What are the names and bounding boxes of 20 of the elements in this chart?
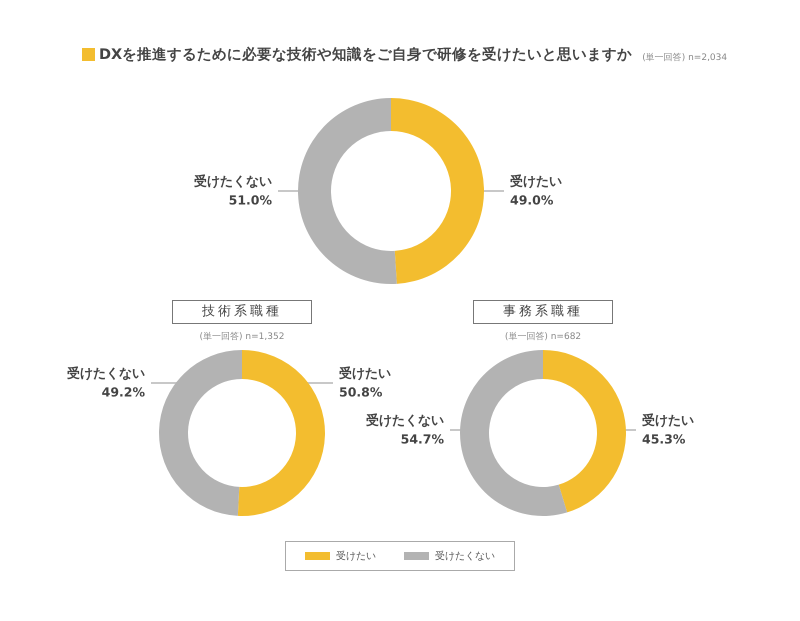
legend-label: 受けたくない — [435, 550, 495, 563]
chart-title: 技術系職種 — [172, 300, 312, 324]
data-label: 49.0% — [510, 192, 554, 208]
chart-title: DXを推進するために必要な技術や知識をご自身で研修を受けたいと思いますか — [99, 46, 632, 64]
slice-label: 受けたい — [509, 174, 562, 190]
data-label: 51.0% — [228, 192, 272, 208]
data-label: 45.3% — [642, 432, 686, 446]
chart-subtitle: (単一回答) n=682 — [504, 330, 582, 343]
slice-label: 受けたい — [641, 412, 694, 428]
slice-label: 受けたくない — [365, 412, 444, 428]
slice-label: 受けたい — [338, 366, 391, 382]
data-label: 50.8% — [339, 384, 383, 400]
slice-label: 受けたくない — [66, 366, 145, 382]
text: (単一回答) n=2,034 — [642, 52, 728, 64]
legend-label: 受けたい — [336, 550, 376, 563]
chart-title: 事務系職種 — [473, 300, 613, 324]
chart-subtitle: (単一回答) n=1,352 — [198, 330, 286, 343]
slice-label: 受けたくない — [193, 174, 272, 190]
data-label: 54.7% — [400, 432, 444, 446]
data-label: 49.2% — [102, 384, 146, 400]
